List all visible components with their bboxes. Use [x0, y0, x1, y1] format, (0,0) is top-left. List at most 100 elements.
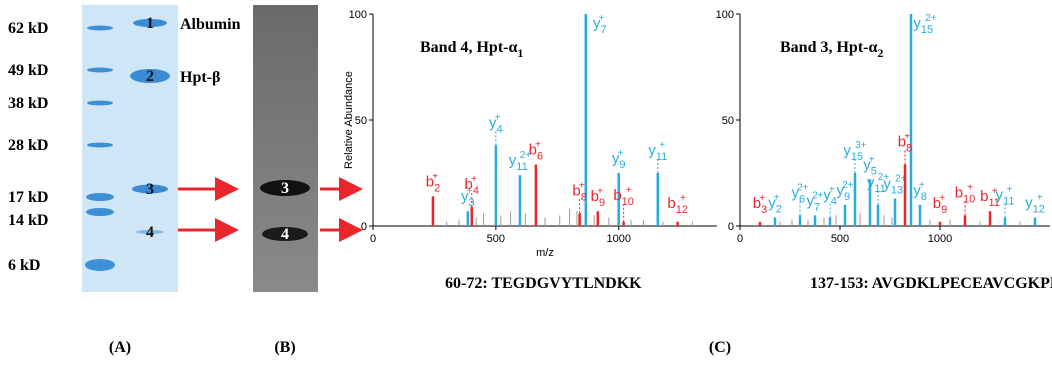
- figure: 62 kD49 kD38 kD28 kD17 kD14 kD6 kD1Album…: [0, 0, 1052, 365]
- ion-label: b11+: [980, 186, 1000, 209]
- ion-charge: +: [829, 185, 835, 196]
- y-axis-label: Relative Abundance: [343, 71, 355, 169]
- ion-index: 11: [656, 151, 667, 163]
- ion-label: y8+: [913, 180, 927, 203]
- ion: b: [955, 184, 963, 201]
- ion-label: b10+: [955, 182, 976, 205]
- ion-charge: +: [759, 193, 765, 204]
- ion-index: 11: [988, 197, 999, 209]
- panel-label: (C): [709, 339, 731, 356]
- ion-charge: +: [967, 182, 973, 193]
- ion-charge: +: [919, 180, 925, 191]
- ion: b: [667, 195, 675, 212]
- ion-index: 11: [1003, 196, 1014, 208]
- ion-charge: +: [774, 193, 780, 204]
- ion-index: 9: [941, 204, 947, 216]
- ion-index: 9: [599, 197, 605, 209]
- marker-label: 6 kD: [8, 257, 40, 274]
- chart-title: Band 3, Hpt-α2: [780, 39, 883, 60]
- ion-index: 11: [516, 161, 527, 173]
- ion-charge: +: [495, 112, 501, 123]
- ion-charge: +: [471, 174, 477, 185]
- ion-index: 12: [676, 204, 688, 216]
- title-sub: 2: [877, 46, 883, 60]
- title-text: Band 4, Hpt-α: [420, 39, 517, 56]
- x-tick-label: 500: [831, 233, 849, 245]
- ion-index: 6: [537, 151, 543, 163]
- sequence-caption: 137-153: AVGDKLPECEAVCGKPK: [810, 275, 1052, 292]
- ion-charge: +: [618, 148, 624, 159]
- ion-label: y7+: [593, 13, 607, 36]
- ion-label: y2+: [768, 193, 782, 216]
- ion-index: 7: [600, 24, 606, 36]
- sequence-caption: 60-72: TEGDGVYTLNDKK: [445, 275, 642, 292]
- x-tick-label: 1000: [606, 233, 630, 245]
- ion-charge: +: [869, 154, 875, 165]
- ion-charge: +: [939, 193, 945, 204]
- y-tick-label: 50: [722, 115, 734, 127]
- ion-index: 3: [761, 204, 767, 216]
- marker-label: 28 kD: [8, 137, 48, 154]
- ion-label: y72+: [806, 190, 823, 213]
- ion-label: y12+: [1025, 193, 1045, 216]
- ion-index: 10: [622, 196, 634, 208]
- band-number: 2: [146, 68, 154, 85]
- band-label: Albumin: [180, 16, 241, 33]
- ion-index: 7: [814, 201, 820, 213]
- ion-label: b9+: [933, 193, 947, 216]
- title-text: Band 3, Hpt-α: [780, 39, 877, 56]
- ion-charge: +: [1037, 193, 1043, 204]
- ion-charge: +: [680, 193, 686, 204]
- ion-label: y92+: [836, 180, 853, 203]
- ion-index: 15: [851, 151, 863, 163]
- ion-charge: 2+: [812, 190, 824, 201]
- ion-label: y9+: [612, 148, 626, 171]
- ion-index: 15: [921, 24, 933, 36]
- x-tick-label: 1000: [928, 233, 952, 245]
- ion-charge: +: [626, 185, 632, 196]
- ion: b: [613, 187, 621, 204]
- x-tick-label: 0: [737, 233, 743, 245]
- ion-charge: 2+: [842, 180, 854, 191]
- ion-charge: +: [1006, 185, 1012, 196]
- blot-number: 3: [281, 180, 289, 197]
- ion: b: [980, 188, 988, 205]
- ion-index: 2: [434, 182, 440, 194]
- ion-index: 10: [963, 193, 975, 205]
- ion-label: b9+: [591, 186, 605, 209]
- marker-label: 17 kD: [8, 189, 48, 206]
- ion-charge: +: [992, 186, 998, 197]
- title-sub: 1: [517, 46, 523, 60]
- y-tick-label: 100: [716, 9, 734, 21]
- ion-charge: +: [535, 140, 541, 151]
- band-number: 4: [146, 224, 154, 241]
- x-tick-label: 500: [487, 233, 505, 245]
- ion-index: 8: [906, 143, 912, 155]
- blot: [253, 5, 318, 292]
- marker-label: 14 kD: [8, 212, 48, 229]
- ion-label: b10+: [613, 185, 634, 208]
- ion-index: 8: [581, 191, 587, 203]
- panel-label: (B): [274, 339, 295, 356]
- ion-index: 9: [844, 191, 850, 203]
- band-number: 3: [146, 181, 154, 198]
- blot-number: 4: [281, 226, 289, 243]
- ion-label: b3+: [753, 193, 767, 216]
- chart-title: Band 4, Hpt-α1: [420, 39, 523, 60]
- ion-index: 12: [1033, 204, 1045, 216]
- ion-index: 6: [799, 193, 805, 205]
- ion-charge: +: [432, 171, 438, 182]
- ion-index: 9: [619, 159, 625, 171]
- y-tick-label: 50: [355, 115, 367, 127]
- y-tick-label: 0: [728, 221, 734, 233]
- ion-index: 13: [891, 184, 903, 196]
- ion-label: b12+: [667, 193, 688, 216]
- x-tick-label: 0: [370, 233, 376, 245]
- ion-label: y152+: [913, 13, 936, 36]
- ion-charge: 3+: [855, 140, 867, 151]
- ion-charge: +: [904, 132, 910, 143]
- y-tick-label: 100: [349, 9, 367, 21]
- ion-charge: +: [599, 13, 605, 24]
- ion-label: y132+: [883, 173, 906, 196]
- ion-charge: +: [579, 180, 585, 191]
